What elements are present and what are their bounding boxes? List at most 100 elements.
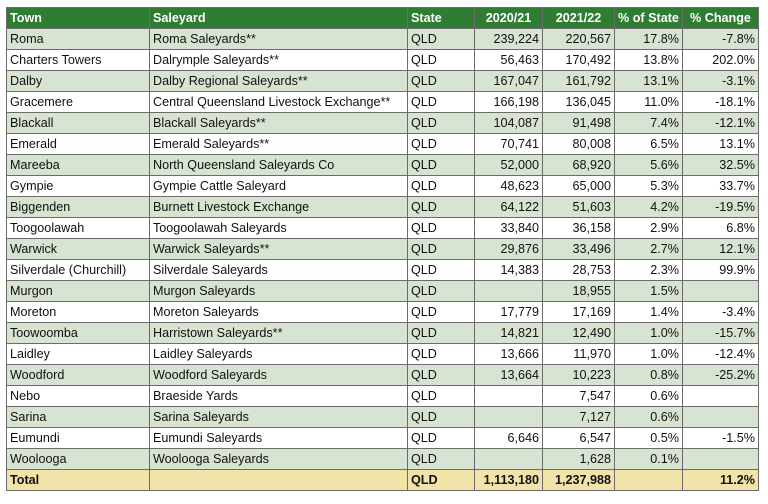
table-row: Toogoolawah Toogoolawah Saleyards QLD 33,84… xyxy=(6,217,759,239)
pct-of-state-cell: 2.3% xyxy=(614,259,683,281)
pct-change-cell: -3.1% xyxy=(682,70,759,92)
table-row: Charters Towers Dalrymple Saleyards** QLD 5… xyxy=(6,49,759,71)
value-2020-21-cell: 104,087 xyxy=(474,112,543,134)
state-cell: QLD xyxy=(407,406,475,428)
town-cell: Nebo xyxy=(6,385,150,407)
pct-change-cell xyxy=(682,385,759,407)
state-cell: QLD xyxy=(407,448,475,470)
pct-change-cell xyxy=(682,280,759,302)
state-cell: QLD xyxy=(407,133,475,155)
pct-change-cell: 99.9% xyxy=(682,259,759,281)
state-cell: QLD xyxy=(407,238,475,260)
value-2020-21-cell: 48,623 xyxy=(474,175,543,197)
pct-change-cell: -3.4% xyxy=(682,301,759,323)
pct-change-cell: -25.2% xyxy=(682,364,759,386)
table-row: Woodford Woodford Saleyards QLD 13,664 10,22… xyxy=(6,364,759,386)
state-cell: QLD xyxy=(407,301,475,323)
town-cell: Biggenden xyxy=(6,196,150,218)
col-pct-of-state: % of State xyxy=(614,7,683,29)
state-cell: QLD xyxy=(407,280,475,302)
state-cell: QLD xyxy=(407,175,475,197)
value-2020-21-cell xyxy=(474,406,543,428)
value-2021-22-cell: 18,955 xyxy=(542,280,615,302)
pct-of-state-cell: 0.5% xyxy=(614,427,683,449)
value-2020-21-cell: 17,779 xyxy=(474,301,543,323)
state-cell: QLD xyxy=(407,385,475,407)
town-cell: Murgon xyxy=(6,280,150,302)
saleyard-cell: Toogoolawah Saleyards xyxy=(149,217,408,239)
pct-change-cell: 13.1% xyxy=(682,133,759,155)
value-2020-21-cell: 166,198 xyxy=(474,91,543,113)
table-header: Town Saleyard State 2020/21 2021/22 % of… xyxy=(6,7,759,29)
saleyard-cell: Silverdale Saleyards xyxy=(149,259,408,281)
value-2020-21-cell: 13,664 xyxy=(474,364,543,386)
value-2021-22-cell: 33,496 xyxy=(542,238,615,260)
pct-of-state-cell: 2.9% xyxy=(614,217,683,239)
pct-change-cell: 202.0% xyxy=(682,49,759,71)
total-pct-of-state xyxy=(614,469,683,491)
state-cell: QLD xyxy=(407,259,475,281)
pct-of-state-cell: 11.0% xyxy=(614,91,683,113)
total-saleyard xyxy=(149,469,408,491)
state-cell: QLD xyxy=(407,364,475,386)
saleyard-table: Town Saleyard State 2020/21 2021/22 % of… xyxy=(6,7,759,491)
pct-change-cell: -12.4% xyxy=(682,343,759,365)
state-cell: QLD xyxy=(407,112,475,134)
pct-change-cell: 12.1% xyxy=(682,238,759,260)
pct-of-state-cell: 7.4% xyxy=(614,112,683,134)
total-2020-21: 1,113,180 xyxy=(474,469,543,491)
value-2020-21-cell: 52,000 xyxy=(474,154,543,176)
saleyard-cell: Eumundi Saleyards xyxy=(149,427,408,449)
town-cell: Warwick xyxy=(6,238,150,260)
town-cell: Woolooga xyxy=(6,448,150,470)
table-row: Moreton Moreton Saleyards QLD 17,779 17,169 1… xyxy=(6,301,759,323)
value-2021-22-cell: 7,547 xyxy=(542,385,615,407)
header-row: Town Saleyard State 2020/21 2021/22 % of… xyxy=(6,7,759,29)
saleyard-cell: Roma Saleyards** xyxy=(149,28,408,50)
table-row: Warwick Warwick Saleyards** QLD 29,876 33,49… xyxy=(6,238,759,260)
value-2021-22-cell: 1,628 xyxy=(542,448,615,470)
value-2021-22-cell: 68,920 xyxy=(542,154,615,176)
value-2020-21-cell xyxy=(474,448,543,470)
table-row: Laidley Laidley Saleyards QLD 13,666 11,970 1… xyxy=(6,343,759,365)
pct-change-cell: 6.8% xyxy=(682,217,759,239)
pct-of-state-cell: 13.1% xyxy=(614,70,683,92)
pct-change-cell: -1.5% xyxy=(682,427,759,449)
saleyard-cell: Sarina Saleyards xyxy=(149,406,408,428)
value-2021-22-cell: 12,490 xyxy=(542,322,615,344)
table-row: Murgon Murgon Saleyards QLD 18,955 1.5% xyxy=(6,280,759,302)
saleyard-cell: Harristown Saleyards** xyxy=(149,322,408,344)
state-cell: QLD xyxy=(407,28,475,50)
saleyard-cell: Laidley Saleyards xyxy=(149,343,408,365)
value-2020-21-cell: 239,224 xyxy=(474,28,543,50)
col-2021-22: 2021/22 xyxy=(542,7,615,29)
saleyard-cell: Emerald Saleyards** xyxy=(149,133,408,155)
value-2020-21-cell: 33,840 xyxy=(474,217,543,239)
value-2021-22-cell: 161,792 xyxy=(542,70,615,92)
town-cell: Moreton xyxy=(6,301,150,323)
value-2021-22-cell: 170,492 xyxy=(542,49,615,71)
pct-change-cell: -18.1% xyxy=(682,91,759,113)
state-cell: QLD xyxy=(407,70,475,92)
value-2020-21-cell xyxy=(474,280,543,302)
value-2020-21-cell: 6,646 xyxy=(474,427,543,449)
state-cell: QLD xyxy=(407,343,475,365)
saleyard-cell: Gympie Cattle Saleyard xyxy=(149,175,408,197)
saleyard-cell: Dalrymple Saleyards** xyxy=(149,49,408,71)
town-cell: Gracemere xyxy=(6,91,150,113)
value-2021-22-cell: 10,223 xyxy=(542,364,615,386)
pct-change-cell xyxy=(682,448,759,470)
value-2021-22-cell: 136,045 xyxy=(542,91,615,113)
pct-change-cell: 32.5% xyxy=(682,154,759,176)
saleyard-cell: Central Queensland Livestock Exchange** xyxy=(149,91,408,113)
state-cell: QLD xyxy=(407,154,475,176)
pct-of-state-cell: 5.3% xyxy=(614,175,683,197)
saleyard-cell: Murgon Saleyards xyxy=(149,280,408,302)
pct-of-state-cell: 1.0% xyxy=(614,322,683,344)
pct-change-cell: -15.7% xyxy=(682,322,759,344)
total-label: Total xyxy=(6,469,150,491)
value-2020-21-cell: 70,741 xyxy=(474,133,543,155)
pct-of-state-cell: 0.6% xyxy=(614,385,683,407)
state-cell: QLD xyxy=(407,217,475,239)
pct-of-state-cell: 13.8% xyxy=(614,49,683,71)
